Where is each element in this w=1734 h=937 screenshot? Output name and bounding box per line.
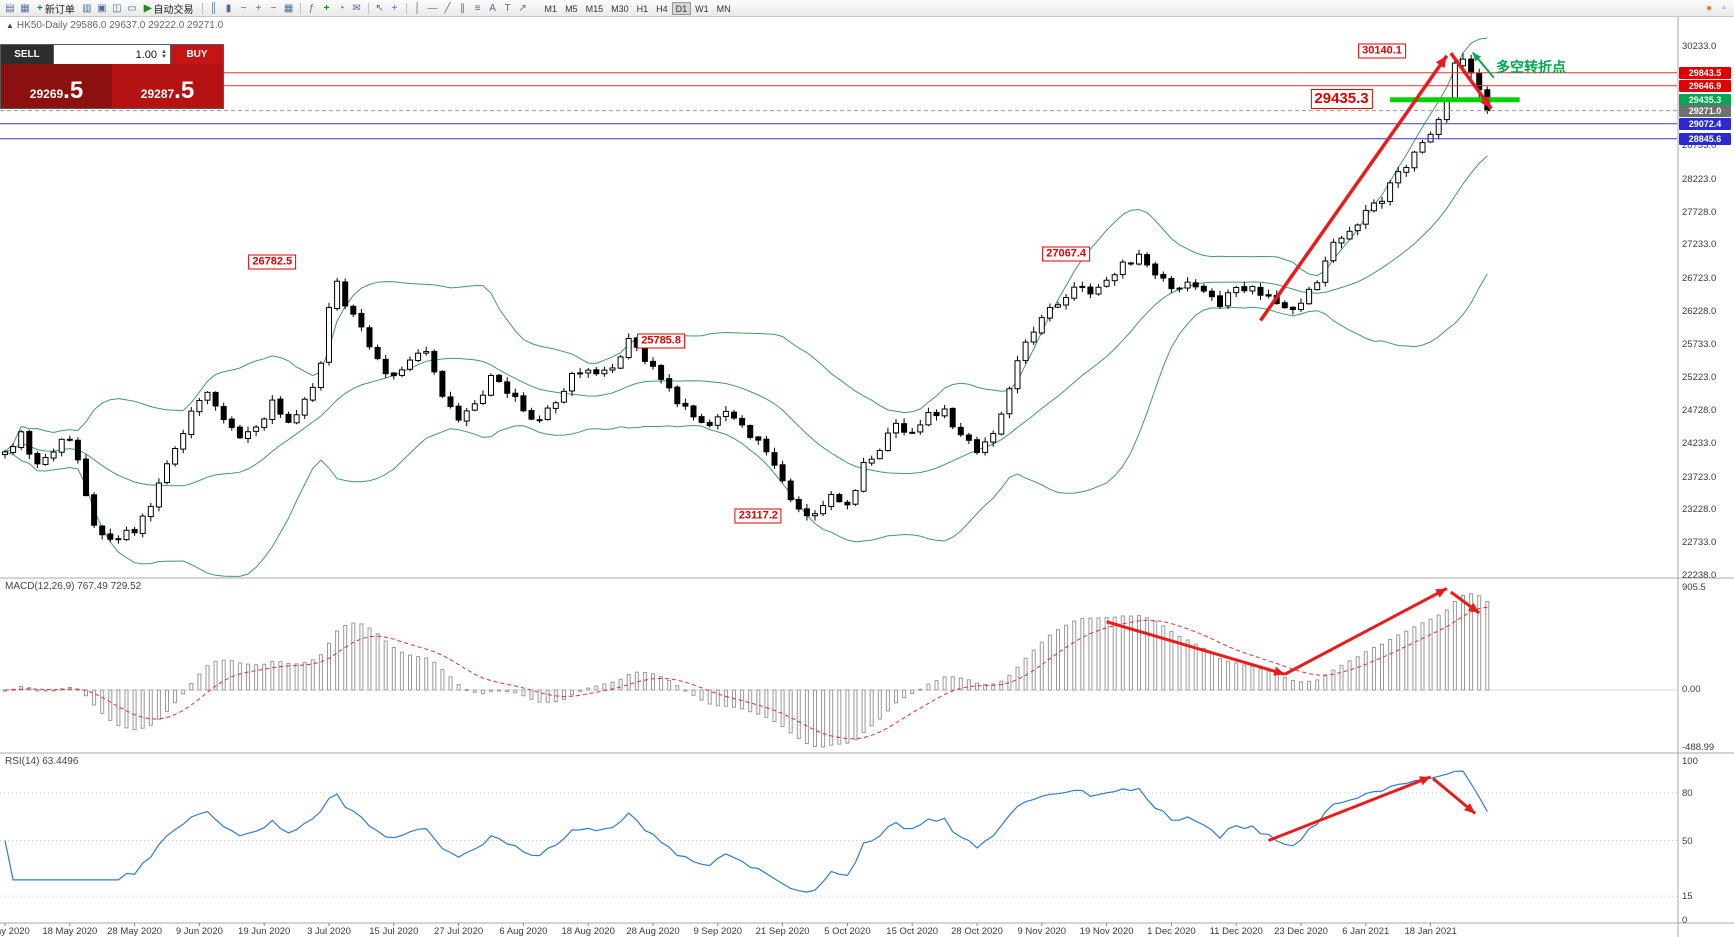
timeframe-mn[interactable]: MN	[713, 2, 735, 15]
navigator-icon[interactable]: ◫	[112, 2, 122, 14]
trendline-icon[interactable]: ╱	[444, 2, 451, 14]
auto-trading-button[interactable]: ▶ 自动交易	[140, 1, 198, 16]
chart-symbol-header: ▲ HK50-Daily 29586.0 29637.0 29222.0 2927…	[6, 20, 223, 31]
timeframe-m1[interactable]: M1	[541, 2, 562, 15]
toolbar-separator	[299, 2, 301, 14]
auto-trading-label: 自动交易	[153, 4, 194, 16]
sell-price-big: .5	[63, 77, 84, 104]
macd-signal-line	[4, 606, 1488, 740]
bollinger-bands	[4, 37, 1488, 577]
buy-price[interactable]: 29287.5	[112, 64, 223, 108]
buy-price-main: 29287	[140, 87, 175, 101]
notification-icon[interactable]: ●	[1705, 2, 1713, 14]
volume-up-icon[interactable]: ▲	[161, 48, 167, 55]
chart-window-icon[interactable]: ▥	[82, 2, 92, 14]
macd-histogram	[3, 593, 1490, 748]
rsi-indicator-label: RSI(14) 63.4496	[5, 756, 79, 767]
timeframe-d1[interactable]: D1	[671, 1, 692, 15]
crosshair-icon[interactable]: +	[391, 2, 398, 14]
timeframe-m30[interactable]: M30	[607, 2, 633, 15]
volume-down-icon[interactable]: ▼	[161, 53, 167, 60]
timeframe-group: M1 M5 M15 M30 H1 H4 D1 W1 MN	[541, 1, 735, 15]
timeframe-m5[interactable]: M5	[561, 2, 582, 15]
one-click-trading-panel: SELL 1.00 ▲ ▼ BUY 29269.5 29287.5	[0, 44, 224, 109]
sell-price-main: 29269	[29, 87, 64, 101]
market-watch-icon[interactable]: ▣	[97, 2, 107, 14]
zoom-in-icon[interactable]: +	[255, 2, 262, 14]
sell-button[interactable]: SELL	[1, 45, 53, 64]
turning-point-annotation: 多空转折点	[1496, 59, 1566, 75]
new-order-button[interactable]: + 新订单	[33, 1, 79, 16]
timeframe-h1[interactable]: H1	[633, 2, 653, 15]
new-order-label: 新订单	[44, 4, 75, 16]
toolbar-separator	[201, 2, 203, 14]
main-toolbar: ▤ ▦ + 新订单 ▥ ▣ ◫ ▭ ▶ 自动交易 ║ ▮ ~ + − ▦ ƒ +…	[0, 0, 1734, 17]
auto-trading-icon: ▶	[143, 2, 152, 14]
candlesticks	[2, 53, 1491, 544]
volume-control[interactable]: 1.00 ▲ ▼	[53, 45, 171, 64]
buy-price-big: .5	[174, 77, 195, 104]
rsi-pane	[0, 770, 1678, 897]
label-tool-icon[interactable]: T	[504, 2, 511, 14]
arrow-tool-icon[interactable]: ↗	[518, 2, 527, 14]
mail-icon[interactable]: ✉	[352, 2, 361, 14]
fibonacci-icon[interactable]: ≡	[474, 2, 481, 14]
timeframe-w1[interactable]: W1	[691, 2, 713, 15]
text-tool-icon[interactable]: A	[489, 2, 496, 14]
hline-icon[interactable]: —	[427, 2, 438, 14]
cursor-icon[interactable]: ↖	[375, 2, 384, 14]
volume-spinner[interactable]: ▲ ▼	[161, 48, 167, 60]
grid-icon[interactable]: ▦	[283, 2, 294, 14]
bar-chart-icon[interactable]: ║	[210, 2, 218, 14]
timeframe-h4[interactable]: H4	[652, 2, 672, 15]
volume-value[interactable]: 1.00	[135, 48, 158, 61]
indicators-icon[interactable]: ƒ	[308, 2, 315, 14]
timeframe-m15[interactable]: M15	[582, 2, 608, 15]
trend-arrows	[1259, 51, 1495, 322]
line-chart-icon[interactable]: ~	[240, 2, 247, 14]
terminal-icon[interactable]: ▭	[127, 2, 137, 14]
profiles-icon[interactable]: ▤	[5, 2, 15, 14]
buy-button[interactable]: BUY	[171, 45, 223, 64]
candlestick-chart-icon[interactable]: ▮	[225, 2, 232, 14]
window-icon[interactable]: ▫	[1722, 2, 1726, 14]
channel-icon[interactable]: ∥	[460, 2, 466, 14]
macd-indicator-label: MACD(12,26,9) 767.49 729.52	[5, 581, 142, 592]
new-order-icon: +	[37, 2, 43, 14]
period-icon[interactable]: ◔	[338, 2, 345, 14]
tile-windows-icon[interactable]: ▦	[20, 2, 30, 14]
vline-icon[interactable]: │	[414, 2, 421, 14]
sell-price[interactable]: 29269.5	[1, 64, 112, 108]
main-price-pane	[0, 37, 1677, 577]
add-indicator-icon[interactable]: +	[323, 2, 330, 14]
rsi-line	[4, 770, 1488, 893]
chart-symbol-text: HK50-Daily 29586.0 29637.0 29222.0 29271…	[16, 20, 224, 31]
macd-pane	[0, 587, 1678, 748]
toolbar-separator	[405, 2, 407, 14]
zoom-out-icon[interactable]: −	[270, 2, 277, 14]
toolbar-separator	[367, 2, 369, 14]
chart-symbol-icon: ▲	[6, 21, 14, 30]
